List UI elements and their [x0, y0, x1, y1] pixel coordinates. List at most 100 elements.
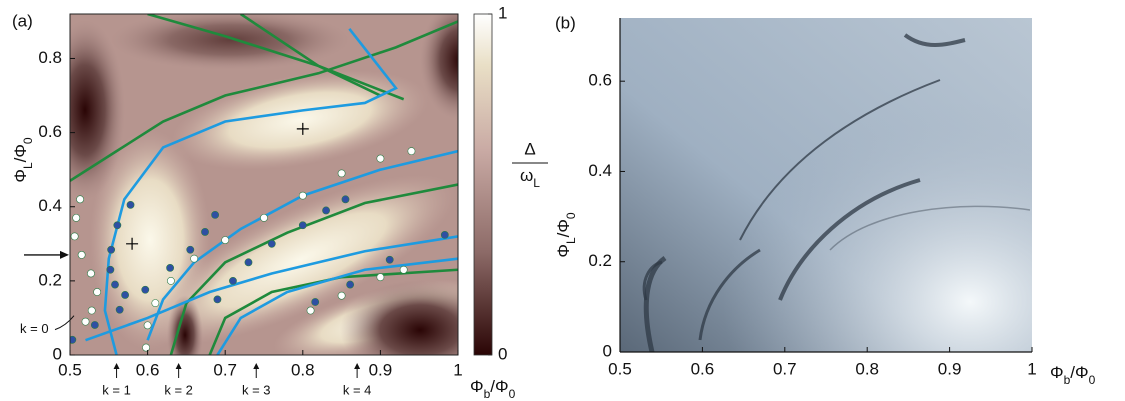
y-tick-label: 0.4 [38, 196, 62, 215]
data-dot [244, 258, 253, 267]
data-dot [87, 306, 96, 315]
contour-line [216, 257, 458, 355]
data-dot [322, 206, 330, 215]
contour-line [239, 14, 381, 97]
data-dot [113, 221, 122, 230]
data-dot [93, 288, 102, 296]
x-axis-label-part: b [484, 387, 491, 401]
extremum-cross [126, 237, 139, 250]
data-dot [72, 213, 81, 222]
colorbar-label: ωL [520, 166, 540, 190]
x-tick-label: 1 [1027, 359, 1036, 378]
data-dot [376, 273, 385, 282]
x-tick-label: 0.7 [773, 359, 797, 378]
x-axis-label-part: Φ [470, 377, 484, 396]
x-tick-label: 0.8 [855, 359, 879, 378]
x-tick-label: 0.5 [58, 360, 82, 379]
colorbar [473, 13, 493, 356]
plot-frame [69, 13, 459, 356]
annotation-arrowhead [253, 363, 260, 369]
panel-label: (b) [555, 13, 576, 32]
x-axis-label: Φb/Φ0 [1050, 363, 1096, 387]
x-tick-label: 0.7 [213, 360, 237, 379]
data-dot [90, 321, 99, 329]
data-dot [106, 265, 115, 274]
x-axis-label-part: /Φ [490, 377, 508, 396]
data-dot [337, 291, 346, 300]
data-dot [298, 221, 307, 230]
data-dot [151, 299, 160, 308]
data-dot [186, 245, 195, 254]
y-tick-label: 0.8 [38, 48, 62, 67]
x-axis-label-part: 0 [1089, 373, 1096, 387]
y-axis-label-part: /Φ [11, 144, 30, 162]
y-axis-label-part: L [564, 237, 578, 244]
extremum-cross [296, 122, 309, 135]
x-tick-label: 0.9 [369, 360, 393, 379]
y-axis-label-part: /Φ [554, 219, 573, 237]
y-axis-label: ΦL/Φ0 [554, 212, 578, 258]
data-dot [81, 317, 90, 326]
data-dot [111, 280, 119, 289]
colorbar-tick-label: 0 [498, 344, 507, 363]
annotation: k = 4 [343, 382, 372, 397]
x-axis-label-part: 0 [509, 387, 516, 401]
colorbar-label-part: ω [520, 166, 533, 185]
y-axis-label-part: 0 [564, 212, 578, 219]
annotation-arrow [54, 315, 75, 331]
contour-line [147, 14, 405, 101]
contour-line [70, 20, 458, 182]
contour-background [70, 14, 458, 355]
data-dot [77, 251, 86, 259]
data-dot [399, 265, 408, 274]
y-tick-label: 0.2 [588, 251, 612, 270]
panel-label: (a) [12, 11, 33, 30]
data-dot [213, 295, 222, 304]
data-dot [337, 169, 346, 178]
contour-line [169, 183, 458, 355]
annotation-arrowhead [175, 363, 182, 369]
colorbar-label-part: L [533, 176, 540, 190]
data-dot [376, 154, 385, 163]
data-dot [267, 239, 276, 248]
x-axis-label-part: b [1064, 373, 1071, 387]
measurement-image [620, 18, 1032, 352]
data-dot [142, 343, 150, 352]
data-dot [306, 306, 315, 315]
y-axis-label-part: L [21, 162, 35, 169]
data-dot [440, 231, 449, 239]
data-dot [76, 195, 84, 204]
annotation: k = 1 [102, 382, 131, 397]
plot-layer [70, 14, 458, 355]
annotation-arrowhead [113, 363, 120, 369]
data-dot [311, 298, 320, 306]
data-dot [298, 191, 307, 200]
y-axis-label-part: 0 [21, 137, 35, 144]
contour-line [103, 28, 398, 355]
data-dot [341, 195, 350, 204]
data-dot [87, 269, 95, 278]
data-dot [70, 335, 77, 344]
data-dot [70, 232, 79, 241]
y-tick-label: 0 [603, 341, 612, 360]
flux-arrowhead [60, 250, 69, 259]
data-dot [190, 254, 199, 263]
contour-line [85, 235, 458, 342]
x-axis-label: Φb/Φ0 [470, 377, 516, 401]
annotation-arrowhead [354, 363, 361, 369]
y-tick-label: 0.6 [38, 122, 62, 141]
annotation: k = 2 [164, 382, 193, 397]
y-tick-label: 0 [53, 344, 62, 363]
data-dot [115, 305, 124, 314]
data-dot [346, 280, 355, 289]
data-dot [385, 255, 394, 264]
x-tick-label: 0.9 [938, 359, 962, 378]
data-dot [166, 263, 175, 272]
data-dot [211, 210, 220, 219]
y-axis-label-part: Φ [554, 244, 573, 258]
data-dot [260, 213, 268, 222]
data-dot [229, 276, 237, 285]
x-axis-label-part: Φ [1050, 363, 1064, 382]
x-tick-label: 1 [453, 360, 462, 379]
